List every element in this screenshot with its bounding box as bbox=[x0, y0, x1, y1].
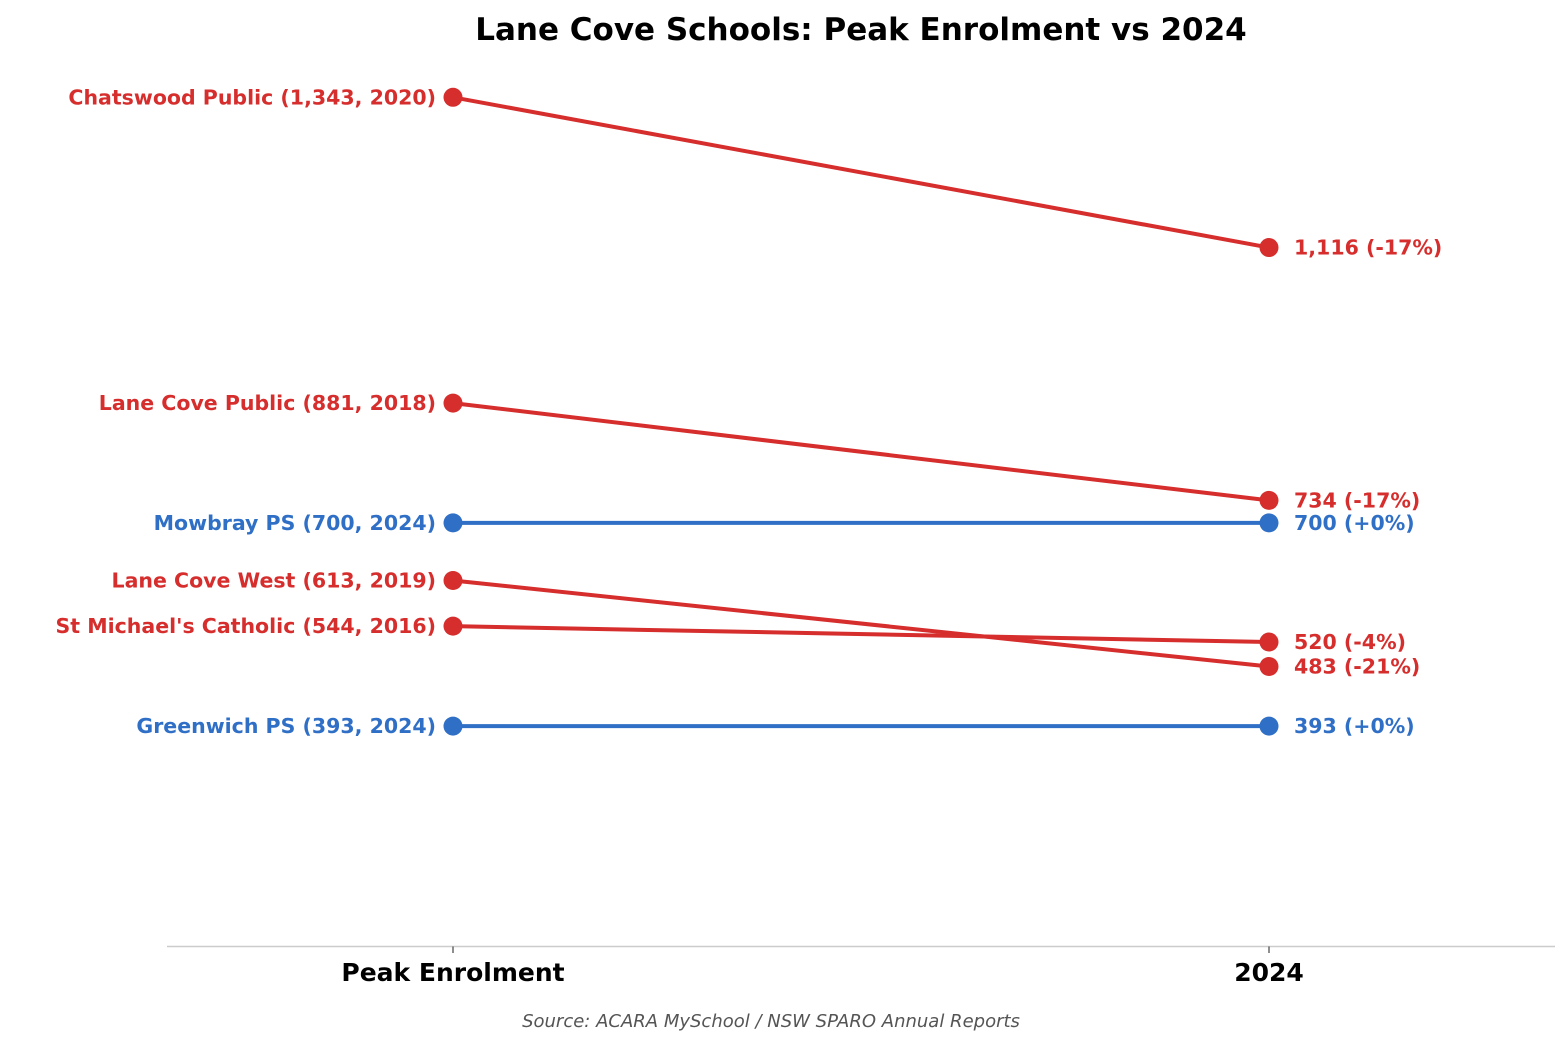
value-2024-point bbox=[1259, 657, 1279, 677]
chart-title: Lane Cove Schools: Peak Enrolment vs 202… bbox=[475, 12, 1247, 48]
left-label: St Michael's Catholic (544, 2016) bbox=[56, 614, 436, 638]
value-2024-point bbox=[1259, 632, 1279, 652]
peak-point bbox=[443, 87, 463, 107]
value-2024-point bbox=[1259, 490, 1279, 510]
source-note: Source: ACARA MySchool / NSW SPARO Annua… bbox=[522, 1011, 1020, 1032]
right-label: 520 (-4%) bbox=[1294, 630, 1406, 654]
value-2024-point bbox=[1259, 513, 1279, 533]
x-tick-label-peak: Peak Enrolment bbox=[341, 958, 564, 987]
slope-line bbox=[451, 95, 1271, 250]
slope-line bbox=[451, 624, 1271, 645]
value-2024-point bbox=[1259, 238, 1279, 258]
series-chatswood-public: Chatswood Public (1,343, 2020) 1,116 (-17… bbox=[68, 85, 1442, 259]
left-label: Chatswood Public (1,343, 2020) bbox=[68, 85, 436, 109]
left-label: Greenwich PS (393, 2024) bbox=[136, 714, 436, 738]
slope-line bbox=[451, 401, 1271, 503]
right-label: 483 (-21%) bbox=[1294, 655, 1420, 679]
right-label: 393 (+0%) bbox=[1294, 714, 1415, 738]
slope-line bbox=[451, 578, 1271, 669]
peak-point bbox=[443, 570, 463, 590]
right-label: 734 (-17%) bbox=[1294, 488, 1420, 512]
series-lane-cove-public: Lane Cove Public (881, 2018) 734 (-17%) bbox=[99, 391, 1420, 512]
left-label: Lane Cove Public (881, 2018) bbox=[99, 391, 436, 415]
x-tick-label-2024: 2024 bbox=[1234, 958, 1304, 987]
peak-point bbox=[443, 716, 463, 736]
peak-point bbox=[443, 393, 463, 413]
left-label: Mowbray PS (700, 2024) bbox=[154, 511, 436, 535]
right-label: 1,116 (-17%) bbox=[1294, 236, 1442, 260]
series-st-michael-s-catholic: St Michael's Catholic (544, 2016) 520 (-4… bbox=[56, 614, 1406, 654]
left-label: Lane Cove West (613, 2019) bbox=[112, 568, 437, 592]
series-greenwich-ps: Greenwich PS (393, 2024) 393 (+0%) bbox=[136, 714, 1414, 738]
value-2024-point bbox=[1259, 716, 1279, 736]
right-label: 700 (+0%) bbox=[1294, 511, 1415, 535]
series-lane-cove-west: Lane Cove West (613, 2019) 483 (-21%) bbox=[112, 568, 1421, 678]
series-mowbray-ps: Mowbray PS (700, 2024) 700 (+0%) bbox=[154, 511, 1415, 535]
peak-point bbox=[443, 513, 463, 533]
series-layer: Chatswood Public (1,343, 2020) 1,116 (-17… bbox=[56, 85, 1443, 738]
peak-point bbox=[443, 616, 463, 636]
